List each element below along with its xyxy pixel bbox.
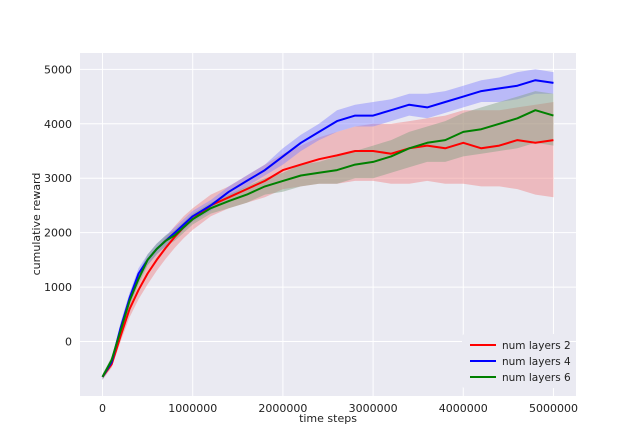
confidence-bands: [102, 69, 554, 380]
grid: [80, 53, 576, 396]
line-series-1: [101, 139, 554, 378]
y-axis-label: cumulative reward: [30, 173, 43, 276]
line-series-3: [101, 109, 554, 378]
legend-label-1: num layers 2: [502, 340, 571, 352]
band-series-3: [102, 91, 554, 380]
x-tick-label: 4000000: [439, 402, 488, 415]
y-tick-labels: 0 1000 2000 3000 4000 5000: [44, 63, 72, 348]
legend: num layers 2 num layers 4 num layers 6: [462, 334, 571, 388]
series-lines: [101, 79, 554, 378]
band-series-1: [102, 102, 554, 380]
legend-label-3: num layers 6: [502, 372, 571, 384]
y-tick-label: 5000: [44, 63, 72, 76]
x-tick-label: 0: [99, 402, 106, 415]
y-tick-label: 4000: [44, 118, 72, 131]
legend-label-2: num layers 4: [502, 356, 571, 368]
band-series-2: [102, 69, 554, 380]
x-tick-label: 2000000: [258, 402, 307, 415]
x-axis-label: time steps: [299, 412, 357, 425]
y-tick-label: 0: [65, 336, 72, 349]
x-tick-label: 1000000: [168, 402, 217, 415]
y-tick-label: 1000: [44, 281, 72, 294]
y-tick-label: 3000: [44, 172, 72, 185]
x-tick-label: 5000000: [529, 402, 578, 415]
x-tick-label: 3000000: [349, 402, 398, 415]
x-tick-labels: 0 1000000 2000000 3000000 4000000 5000000: [99, 402, 578, 415]
legend-box: [462, 334, 570, 388]
y-tick-label: 2000: [44, 227, 72, 240]
